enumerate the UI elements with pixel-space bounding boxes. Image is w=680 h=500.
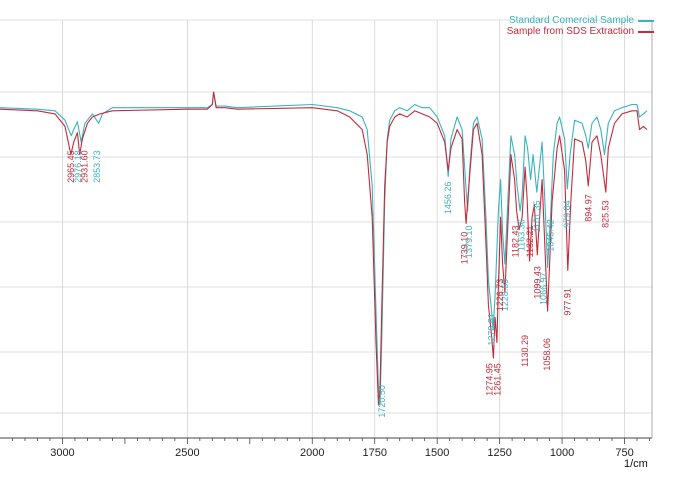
legend-swatch-sds (638, 30, 654, 33)
legend-label-sds: Sample from SDS Extraction (506, 26, 634, 37)
x-tick-label: 750 (615, 447, 633, 459)
x-tick-label: 1000 (550, 447, 574, 459)
series-line-sds (0, 91, 648, 406)
peak-label: 1101.35 (532, 200, 542, 232)
peak-label: 1274.95 (485, 363, 495, 396)
peak-label: 825.53 (601, 200, 611, 228)
peak-label: 1182.43 (511, 226, 521, 258)
peak-label: 1379.10 (464, 226, 474, 259)
legend: Standard Comercial Sample Sample from SD… (507, 15, 654, 37)
x-tick-label: 2500 (175, 447, 199, 459)
x-tick-label: 1750 (362, 447, 386, 459)
peak-label: 1099.43 (532, 266, 542, 299)
x-tick-label: 1250 (487, 447, 511, 459)
x-tick-label: 1500 (425, 447, 449, 459)
peak-label: 2931.60 (79, 150, 89, 183)
peak-label: 1720.50 (377, 385, 387, 418)
peak-label: 2976.18 (73, 150, 83, 183)
x-axis-unit-label: 1/cm (624, 458, 648, 470)
peak-label: 1132.21 (525, 226, 535, 258)
peak-label: 1261.45 (493, 363, 503, 396)
peak-label: 1226.73 (495, 279, 505, 312)
x-tick-label: 2000 (300, 447, 324, 459)
legend-label-standard: Standard Comercial Sample (508, 15, 634, 26)
x-tick-label: 3000 (50, 447, 74, 459)
legend-swatch-standard (638, 19, 654, 22)
peak-label: 1045.42 (546, 219, 556, 252)
peak-label: 1278.81 (487, 313, 497, 346)
peak-label: 1228.59 (500, 279, 510, 312)
legend-item-sds: Sample from SDS Extraction (507, 26, 654, 37)
peak-label: 1163.36 (517, 219, 527, 251)
peak-label: 1456.26 (443, 182, 453, 215)
peak-label: 1130.29 (520, 335, 530, 367)
peak-label: 2965.45 (66, 150, 76, 183)
peak-label: 977.91 (563, 288, 573, 316)
peak-label: 1058.06 (542, 338, 552, 371)
peak-label: 894.97 (583, 194, 593, 222)
peak-label: 979.84 (562, 200, 572, 228)
legend-item-standard: Standard Comercial Sample (507, 15, 654, 26)
peak-label: 2853.73 (92, 150, 102, 183)
peak-label: 1739.10 (460, 232, 470, 265)
peak-label: 1066.97 (539, 272, 549, 305)
